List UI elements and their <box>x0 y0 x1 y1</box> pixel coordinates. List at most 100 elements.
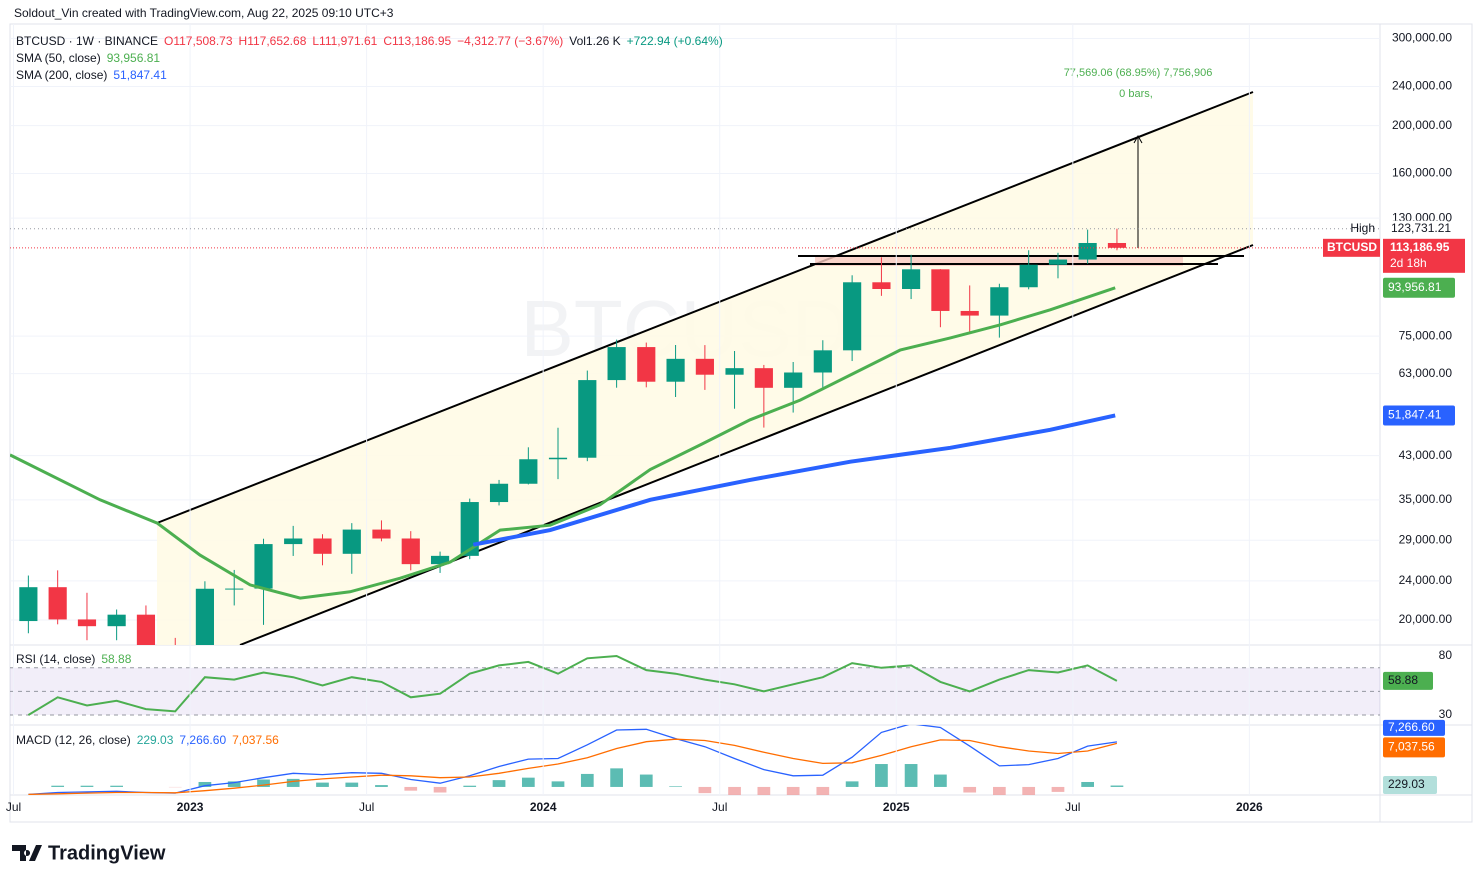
header: Soldout_Vin created with TradingView.com… <box>14 6 394 20</box>
legend-item: RSI (14, close) <box>16 652 95 666</box>
legend: RSI (14, close) 58.88 <box>16 652 132 666</box>
legend-item: BTCUSD · 1W · BINANCE <box>16 34 158 48</box>
y-tick-label: 80 <box>1439 648 1453 662</box>
macd-histogram-bar <box>1111 786 1124 787</box>
price-label-text: 7,266.60 <box>1388 720 1435 734</box>
y-tick-label: 240,000.00 <box>1392 79 1452 93</box>
legend-item: 58.88 <box>101 652 131 666</box>
candle-body <box>608 347 626 380</box>
rsi-band <box>10 668 1380 715</box>
macd-histogram-bar <box>787 787 800 804</box>
candle-body <box>549 458 567 460</box>
candle-body <box>78 619 96 626</box>
candle-body <box>1020 265 1038 287</box>
y-tick-label: 29,000.00 <box>1399 532 1453 546</box>
macd-histogram-bar <box>81 786 94 787</box>
macd-histogram-bar <box>51 786 64 787</box>
candle-body <box>931 269 949 311</box>
macd-histogram-bar <box>699 787 712 793</box>
macd-histogram-bar <box>846 781 859 787</box>
candle-body <box>696 359 714 375</box>
candle-body <box>725 368 743 375</box>
legend-item: SMA (50, close) <box>16 51 101 65</box>
price-label: 93,956.81 <box>1383 278 1455 298</box>
macd-histogram-bar <box>640 775 653 787</box>
candle-body <box>49 587 67 619</box>
macd-histogram-bar <box>375 785 388 787</box>
candle-body <box>755 368 773 388</box>
candle-body <box>637 347 655 382</box>
candle-body <box>666 359 684 382</box>
legend-item: 229.03 <box>137 733 174 747</box>
x-tick-label: Jul <box>6 800 21 814</box>
legend-item: 93,956.81 <box>107 51 161 65</box>
y-tick-label: 75,000.00 <box>1399 328 1453 342</box>
macd-histogram-bar <box>875 764 888 787</box>
candle-body <box>1049 260 1067 265</box>
x-tick-label: Jul <box>359 800 374 814</box>
last-symbol: BTCUSD <box>1327 240 1377 254</box>
candle-body <box>108 615 126 627</box>
price-label-text: 93,956.81 <box>1388 280 1442 294</box>
legend-item: 7,266.60 <box>179 733 226 747</box>
macd-histogram-bar <box>1052 787 1065 792</box>
y-tick-label: 20,000.00 <box>1399 612 1453 626</box>
logo-icon <box>12 845 42 861</box>
candle-body <box>225 589 243 590</box>
y-tick-label: 43,000.00 <box>1399 448 1453 462</box>
macd-histogram-bar <box>345 783 358 787</box>
legend-item: 51,847.41 <box>113 68 167 82</box>
macd-histogram-bar <box>463 786 476 787</box>
legend-item: L111,971.61 <box>312 34 377 48</box>
candle-body <box>902 269 920 289</box>
candle-body <box>872 282 890 289</box>
price-label: 58.88 <box>1383 672 1433 690</box>
macd-histogram-bar <box>993 787 1006 806</box>
countdown: 2d 18h <box>1390 256 1427 270</box>
legend-item: 7,037.56 <box>232 733 279 747</box>
high-text: High <box>1350 221 1375 235</box>
price-label: 7,266.60 <box>1383 720 1445 736</box>
price-label-text: 51,847.41 <box>1388 408 1442 422</box>
legend-item: +722.94 (+0.64%) <box>627 34 723 48</box>
macd-histogram-bar <box>816 787 829 799</box>
macd-histogram-bar <box>610 768 623 787</box>
candle-body <box>1108 243 1126 248</box>
logo: TradingView <box>12 842 166 864</box>
candle-body <box>961 311 979 316</box>
candle-body <box>814 350 832 372</box>
y-tick-label: 24,000.00 <box>1399 573 1453 587</box>
candle-body <box>372 530 390 539</box>
candle-body <box>784 372 802 387</box>
candle-body <box>1079 243 1097 260</box>
candle-body <box>343 530 361 554</box>
macd-histogram-bar <box>934 775 947 787</box>
macd-histogram-bar <box>110 786 123 787</box>
legend-item: SMA (200, close) <box>16 68 107 82</box>
legend-item: C113,186.95 <box>383 34 451 48</box>
legend-item: −4,312.77 (−3.67%) <box>457 34 563 48</box>
candle-body <box>519 459 537 484</box>
macd-histogram-bar <box>404 787 417 791</box>
macd-histogram-bar <box>905 764 918 787</box>
y-tick-label: 35,000.00 <box>1399 492 1453 506</box>
last-price-text: 113,186.95 <box>1390 240 1450 254</box>
candle-body <box>166 653 184 661</box>
candle-body <box>402 539 420 565</box>
price-label: 229.03 <box>1383 776 1437 794</box>
price-label-text: 123,731.21 <box>1391 221 1451 235</box>
macd-histogram-bar <box>1081 782 1094 787</box>
macd-histogram-bar <box>581 774 594 787</box>
legend-item: Vol1.26 K <box>569 34 620 48</box>
x-tick-label: 2024 <box>530 800 557 814</box>
price-label: 123,731.21 <box>1386 221 1451 237</box>
y-tick-label: 30 <box>1439 707 1453 721</box>
macd-histogram-bar <box>728 787 741 800</box>
macd-histogram-bar <box>963 787 976 793</box>
legend-item: H117,652.68 <box>239 34 307 48</box>
macd-histogram-bar <box>522 778 535 787</box>
candle-body <box>990 287 1008 315</box>
